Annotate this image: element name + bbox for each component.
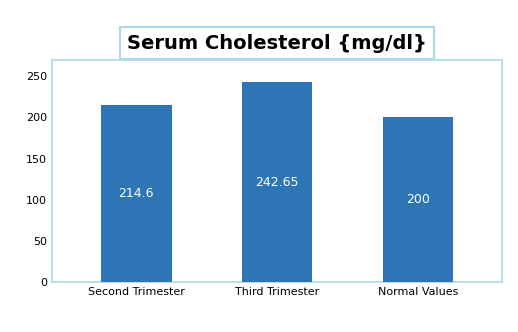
Bar: [383, 118, 453, 282]
Title: Serum Cholesterol {mg/dl}: Serum Cholesterol {mg/dl}: [127, 34, 427, 53]
Bar: [101, 105, 171, 282]
Text: 242.65: 242.65: [255, 176, 299, 189]
Text: 214.6: 214.6: [119, 187, 154, 200]
Bar: [242, 82, 312, 282]
Text: 200: 200: [406, 193, 430, 206]
